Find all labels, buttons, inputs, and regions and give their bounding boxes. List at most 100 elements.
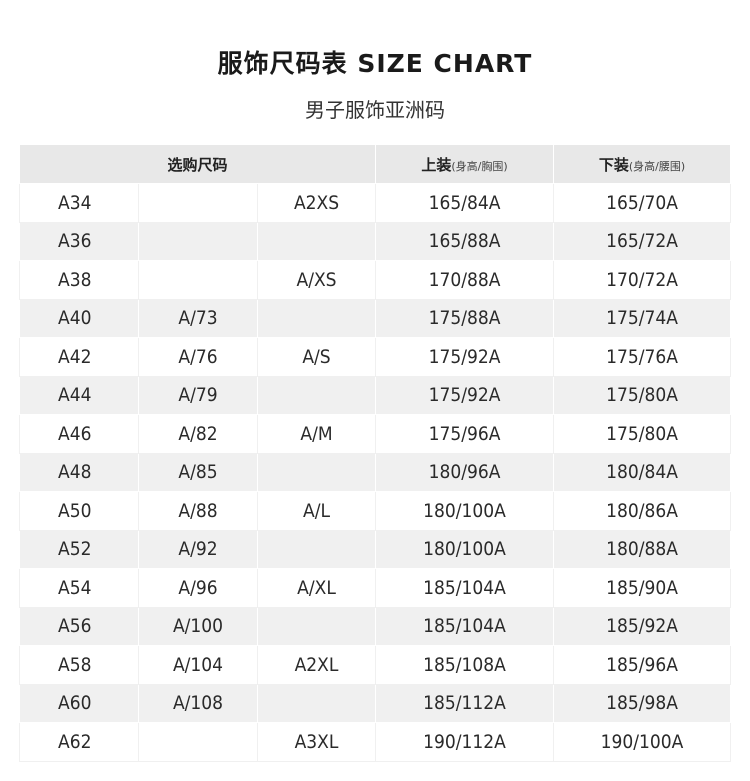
cell-size-code: A40 [19,298,139,338]
cell-bottom-size: 175/80A [553,414,732,454]
cell-top-size: 185/104A [375,568,555,608]
cell-top-size: 180/100A [375,491,555,531]
cell-letter-size [256,298,377,338]
cell-letter-size: A/XS [256,260,377,300]
table-row: A44 A/79 175/92A 175/80A [19,375,732,415]
header-bottom: 下装(身高/腰围) [553,144,732,184]
cell-letter-size: A/S [256,337,377,377]
page-title: 服饰尺码表 SIZE CHART [217,49,533,78]
cell-waist-size [138,183,258,223]
cell-size-code: A38 [19,260,139,300]
header-top: 上装(身高/胸围) [375,144,555,184]
cell-waist-size: A/82 [138,414,258,454]
cell-top-size: 175/92A [375,375,555,415]
cell-size-code: A42 [19,337,139,377]
cell-waist-size: A/85 [138,452,258,492]
cell-letter-size: A2XL [256,645,377,685]
table-row: A52 A/92 180/100A 180/88A [19,529,732,569]
cell-letter-size [256,606,377,646]
cell-size-code: A44 [19,375,139,415]
table-row: A60 A/108 185/112A 185/98A [19,683,732,723]
table-row: A54 A/96 A/XL 185/104A 185/90A [19,568,732,608]
cell-letter-size [256,375,377,415]
page-subtitle: 男子服饰亚洲码 [305,98,445,122]
cell-bottom-size: 180/86A [553,491,732,531]
table-row: A62 A3XL 190/112A 190/100A [19,722,732,762]
cell-bottom-size: 165/72A [553,221,732,261]
cell-size-code: A54 [19,568,139,608]
cell-letter-size: A/XL [256,568,377,608]
table-row: A58 A/104 A2XL 185/108A 185/96A [19,645,732,685]
table-row: A50 A/88 A/L 180/100A 180/86A [19,491,732,531]
header-bottom-note: (身高/腰围) [628,159,686,173]
cell-letter-size: A/L [256,491,377,531]
cell-bottom-size: 180/88A [553,529,732,569]
table-row: A36 165/88A 165/72A [19,221,732,261]
header-top-note: (身高/胸围) [451,159,508,173]
cell-bottom-size: 175/76A [553,337,732,377]
cell-letter-size: A3XL [256,722,377,762]
cell-size-code: A50 [19,491,139,531]
cell-top-size: 165/88A [375,221,555,261]
cell-top-size: 175/92A [375,337,555,377]
cell-size-code: A34 [19,183,139,223]
cell-bottom-size: 170/72A [553,260,732,300]
cell-top-size: 185/108A [375,645,555,685]
cell-size-code: A52 [19,529,139,569]
cell-waist-size: A/92 [138,529,258,569]
cell-waist-size [138,221,258,261]
header-bottom-label: 下装 [598,155,629,174]
cell-bottom-size: 185/96A [553,645,732,685]
cell-waist-size: A/108 [138,683,258,723]
cell-top-size: 180/96A [375,452,555,492]
cell-letter-size [256,683,377,723]
cell-size-code: A62 [19,722,139,762]
table-row: A56 A/100 185/104A 185/92A [19,606,732,646]
table-row: A38 A/XS 170/88A 170/72A [19,260,732,300]
cell-size-code: A36 [19,221,139,261]
cell-size-code: A58 [19,645,139,685]
cell-top-size: 180/100A [375,529,555,569]
table-row: A42 A/76 A/S 175/92A 175/76A [19,337,732,377]
header-select-size: 选购尺码 [18,144,377,184]
header-top-label: 上装 [421,155,452,174]
cell-size-code: A48 [19,452,139,492]
table-row: A34 A2XS 165/84A 165/70A [19,183,732,223]
cell-top-size: 175/96A [375,414,555,454]
cell-letter-size [256,529,377,569]
cell-top-size: 190/112A [375,722,555,762]
table-header-row: 选购尺码 上装(身高/胸围) 下装(身高/腰围) [18,144,732,184]
cell-bottom-size: 180/84A [553,452,732,492]
cell-waist-size [138,722,258,762]
cell-bottom-size: 185/90A [553,568,732,608]
cell-waist-size [138,260,258,300]
cell-letter-size [256,221,377,261]
cell-top-size: 185/104A [375,606,555,646]
cell-waist-size: A/104 [138,645,258,685]
cell-waist-size: A/79 [138,375,258,415]
cell-waist-size: A/96 [138,568,258,608]
cell-letter-size: A/M [256,414,377,454]
cell-bottom-size: 175/80A [553,375,732,415]
cell-waist-size: A/73 [138,298,258,338]
cell-letter-size [256,452,377,492]
cell-top-size: 175/88A [375,298,555,338]
cell-size-code: A56 [19,606,139,646]
cell-bottom-size: 185/98A [553,683,732,723]
table-row: A48 A/85 180/96A 180/84A [19,452,732,492]
table-row: A46 A/82 A/M 175/96A 175/80A [19,414,732,454]
table-row: A40 A/73 175/88A 175/74A [19,298,732,338]
cell-top-size: 185/112A [375,683,555,723]
cell-size-code: A60 [19,683,139,723]
size-chart-table: 选购尺码 上装(身高/胸围) 下装(身高/腰围) A34 A2XS 165/84A 1… [18,144,732,762]
cell-letter-size: A2XS [256,183,377,223]
cell-bottom-size: 185/92A [553,606,732,646]
cell-bottom-size: 175/74A [553,298,732,338]
cell-top-size: 165/84A [375,183,555,223]
cell-bottom-size: 190/100A [553,722,732,762]
cell-waist-size: A/76 [138,337,258,377]
cell-waist-size: A/88 [138,491,258,531]
cell-bottom-size: 165/70A [553,183,732,223]
cell-top-size: 170/88A [375,260,555,300]
cell-waist-size: A/100 [138,606,258,646]
